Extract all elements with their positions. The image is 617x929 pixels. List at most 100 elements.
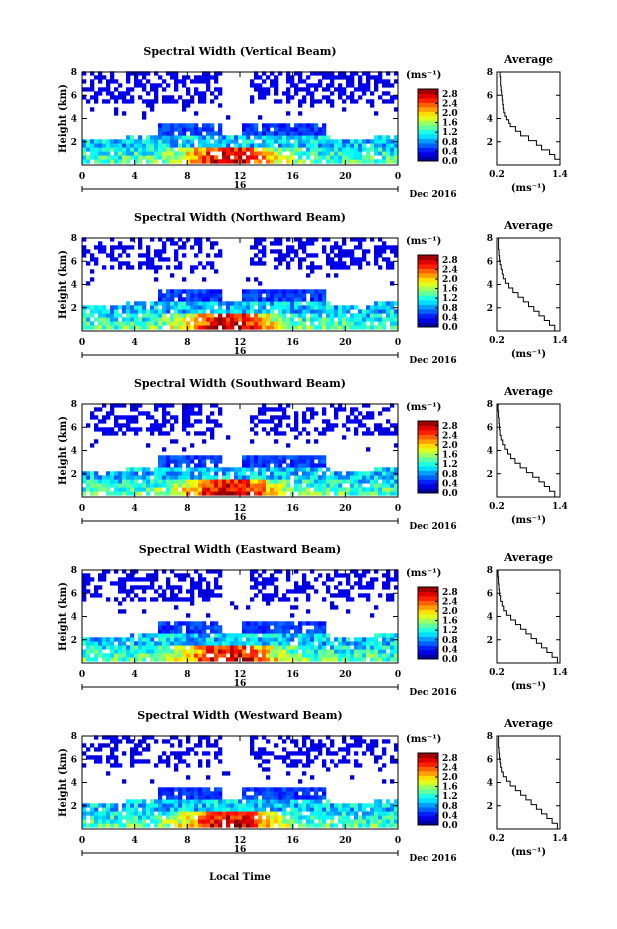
heatmap-cell [246,823,251,828]
heatmap-cell [302,815,307,820]
heatmap-cell [134,803,139,808]
heatmap-cell [366,411,371,416]
heatmap-cell [178,293,183,298]
heatmap-cell [154,155,159,160]
heatmap-cell [82,95,87,100]
heatmap-cell [162,823,167,828]
heatmap-cell [290,791,295,796]
heatmap-cell [210,419,215,424]
heatmap-cell [382,321,387,326]
heatmap-cell [370,653,375,658]
heatmap-cell [142,253,147,258]
heatmap-cell [214,143,219,148]
heatmap-cell [294,483,299,488]
heatmap-cell [362,811,367,816]
heatmap-cell [286,305,291,310]
heatmap-cell [254,75,259,80]
heatmap-cell [334,87,339,92]
heatmap-cell [142,325,147,330]
average-y-tick-label: 4 [487,281,493,291]
heatmap-cell [114,649,119,654]
heatmap-cell [382,573,387,578]
heatmap-cell [114,823,119,828]
colorbar-step [418,784,438,790]
heatmap-cell [298,491,303,496]
heatmap-cell [122,609,127,614]
heatmap-cell [198,411,203,416]
heatmap-cell [114,431,119,436]
heatmap-cell [114,739,119,744]
heatmap-cell [366,653,371,658]
heatmap-cell [114,159,119,164]
heatmap-cell [126,313,131,318]
heatmap-cell [106,755,111,760]
heatmap-cell [110,95,115,100]
heatmap-cell [190,131,195,136]
heatmap-cell [306,483,311,488]
heatmap-cell [282,657,287,662]
heatmap-cell [262,71,267,76]
heatmap-cell [142,799,147,804]
heatmap-cell [350,569,355,574]
heatmap-cell [206,415,211,420]
heatmap-cell [218,87,223,92]
heatmap-cell [366,249,371,254]
heatmap-cell [194,301,199,306]
heatmap-cell [334,313,339,318]
y-tick-label: 4 [71,779,77,789]
heatmap-cell [290,471,295,476]
panel-3: Spectral Width (Eastward Beam)2468Height… [58,543,568,698]
heatmap-cell [278,313,283,318]
heatmap-cell [326,261,331,266]
heatmap-cell [198,143,203,148]
heatmap-cell [290,751,295,756]
heatmap-cell [194,455,199,460]
heatmap-cell [294,325,299,330]
heatmap-cell [170,735,175,740]
heatmap-cell [386,569,391,574]
heatmap-cell [310,317,315,322]
heatmap-cell [378,237,383,242]
heatmap-cell [186,147,191,152]
heatmap-cell [86,823,91,828]
heatmap-cell [314,147,319,152]
heatmap-cell [350,305,355,310]
heatmap-cell [82,87,87,92]
heatmap-cell [322,641,327,646]
heatmap-cell [170,471,175,476]
heatmap-cell [294,419,299,424]
heatmap-cell [362,593,367,598]
heatmap-cell [94,811,99,816]
average-y-tick-label: 8 [487,732,493,742]
heatmap-cell [230,819,235,824]
heatmap-cell [186,479,191,484]
x-tick-label: 4 [132,504,138,514]
heatmap-cell [194,795,199,800]
heatmap-cell [262,491,267,496]
heatmap-cell [234,135,239,140]
heatmap-cell [282,653,287,658]
heatmap-cell [110,815,115,820]
heatmap-cell [142,483,147,488]
heatmap-cell [94,759,99,764]
heatmap-cell [342,143,347,148]
heatmap-cell [374,605,379,610]
heatmap-cell [130,151,135,156]
heatmap-cell [102,645,107,650]
heatmap-cell [138,241,143,246]
heatmap-cell [290,159,295,164]
heatmap-cell [266,147,271,152]
heatmap-cell [250,641,255,646]
heatmap-cell [146,159,151,164]
colorbar-step [418,98,438,103]
heatmap-cell [386,739,391,744]
heatmap-cell [382,739,387,744]
heatmap-cell [382,467,387,472]
heatmap-cell [274,439,279,444]
heatmap-cell [346,83,351,88]
heatmap-cell [262,313,267,318]
heatmap-cell [306,241,311,246]
heatmap-cell [154,657,159,662]
heatmap-cell [298,155,303,160]
